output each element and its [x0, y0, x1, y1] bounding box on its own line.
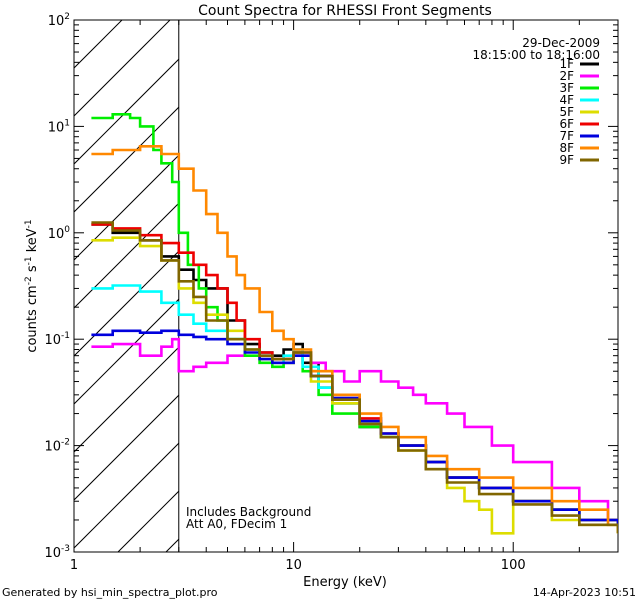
time-range-label: 18:15:00 to 18:16:00 [473, 48, 600, 62]
y-tick-label: 100 [48, 225, 71, 242]
legend-label-9F: 9F [559, 153, 574, 167]
x-tick-label: 10 [285, 558, 302, 573]
y-tick-label: 10-1 [44, 331, 70, 348]
y-axis-label-exp1: -2 [24, 276, 34, 285]
axis-ticks: 1 10 100 10-3 10-2 10-1 100 101 102 [44, 12, 619, 573]
chart-title: Count Spectra for RHESSI Front Segments [198, 3, 492, 19]
y-tick-label: 101 [48, 118, 70, 135]
legend-label-2F: 2F [559, 69, 574, 83]
annotation-attenuator: Att A0, FDecim 1 [186, 517, 287, 531]
legend-label-4F: 4F [559, 93, 574, 107]
hatch-line [74, 394, 179, 501]
hatch-line [74, 106, 179, 213]
annotation-background: Includes Background [186, 505, 311, 519]
y-tick-label: 10-3 [44, 544, 70, 561]
hatch-line [74, 250, 179, 357]
hatch-line [74, 442, 179, 549]
footer-generated-by: Generated by hsi_min_spectra_plot.pro [2, 586, 218, 599]
hatch-line [74, 202, 179, 309]
hatch-region [74, 20, 179, 552]
footer-timestamp: 14-Apr-2023 10:51 [533, 586, 636, 599]
series-layer [91, 113, 618, 535]
series-line-9F [91, 221, 618, 534]
y-axis-label-text: counts cm [25, 285, 40, 352]
legend-label-8F: 8F [559, 141, 574, 155]
hatch-line [74, 20, 171, 117]
y-tick-label: 102 [48, 12, 70, 29]
y-axis-label-unit-kev: keV [25, 228, 40, 256]
series-line-2F [91, 337, 618, 522]
hatch-line [74, 58, 179, 165]
y-axis-label: counts cm-2 s-1 keV-1 [24, 219, 40, 352]
y-axis-label-exp3: -1 [24, 219, 34, 228]
x-tick-label: 100 [501, 558, 526, 573]
legend-label-3F: 3F [559, 81, 574, 95]
x-tick-label: 1 [70, 558, 78, 573]
date-label: 29-Dec-2009 [522, 36, 600, 50]
plot-area [73, 19, 619, 553]
legend-label-1F: 1F [559, 57, 574, 71]
y-axis-label-unit-s: s [25, 265, 40, 276]
x-axis-label: Energy (keV) [303, 575, 387, 590]
legend-label-5F: 5F [559, 105, 574, 119]
y-tick-label: 10-2 [44, 438, 70, 455]
series-line-8F [91, 145, 618, 534]
y-axis-label-exp2: -1 [24, 256, 34, 265]
legend-label-7F: 7F [559, 129, 574, 143]
legend-label-6F: 6F [559, 117, 574, 131]
